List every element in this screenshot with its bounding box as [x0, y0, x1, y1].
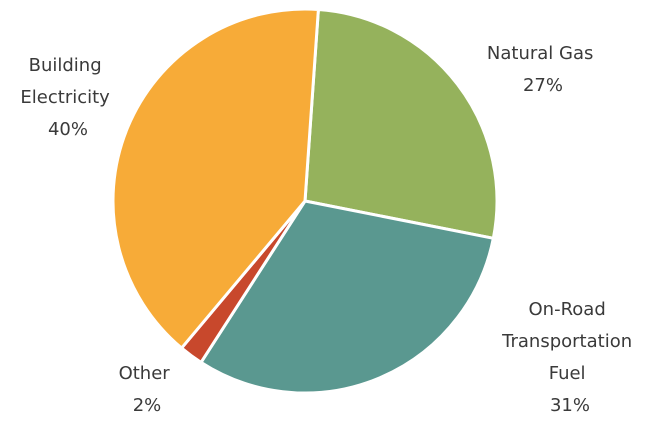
- label-natural-gas-pct: 27%: [523, 75, 563, 96]
- label-on-road-pct: 31%: [550, 395, 590, 416]
- slice-building-electricity: [111, 7, 320, 350]
- label-building-electricity: Building Electricity 40%: [20, 55, 115, 140]
- label-on-road-line-3: Fuel: [549, 363, 586, 384]
- label-on-road-transportation-fuel: On-Road Transportation Fuel 31%: [501, 299, 638, 416]
- label-building-line-2: Electricity: [20, 87, 110, 108]
- slice-natural-gas: [303, 7, 499, 240]
- label-building-pct: 40%: [48, 119, 88, 140]
- label-other: Other 2%: [119, 363, 176, 416]
- label-natural-gas-line-1: Natural Gas: [487, 43, 593, 64]
- pie-slices: [111, 7, 499, 395]
- label-on-road-line-2: Transportation: [501, 331, 632, 352]
- label-natural-gas: Natural Gas 27%: [487, 43, 599, 96]
- label-building-line-1: Building: [29, 55, 102, 76]
- label-on-road-line-1: On-Road: [529, 299, 606, 320]
- label-other-line-1: Other: [119, 363, 171, 384]
- label-other-pct: 2%: [133, 395, 162, 416]
